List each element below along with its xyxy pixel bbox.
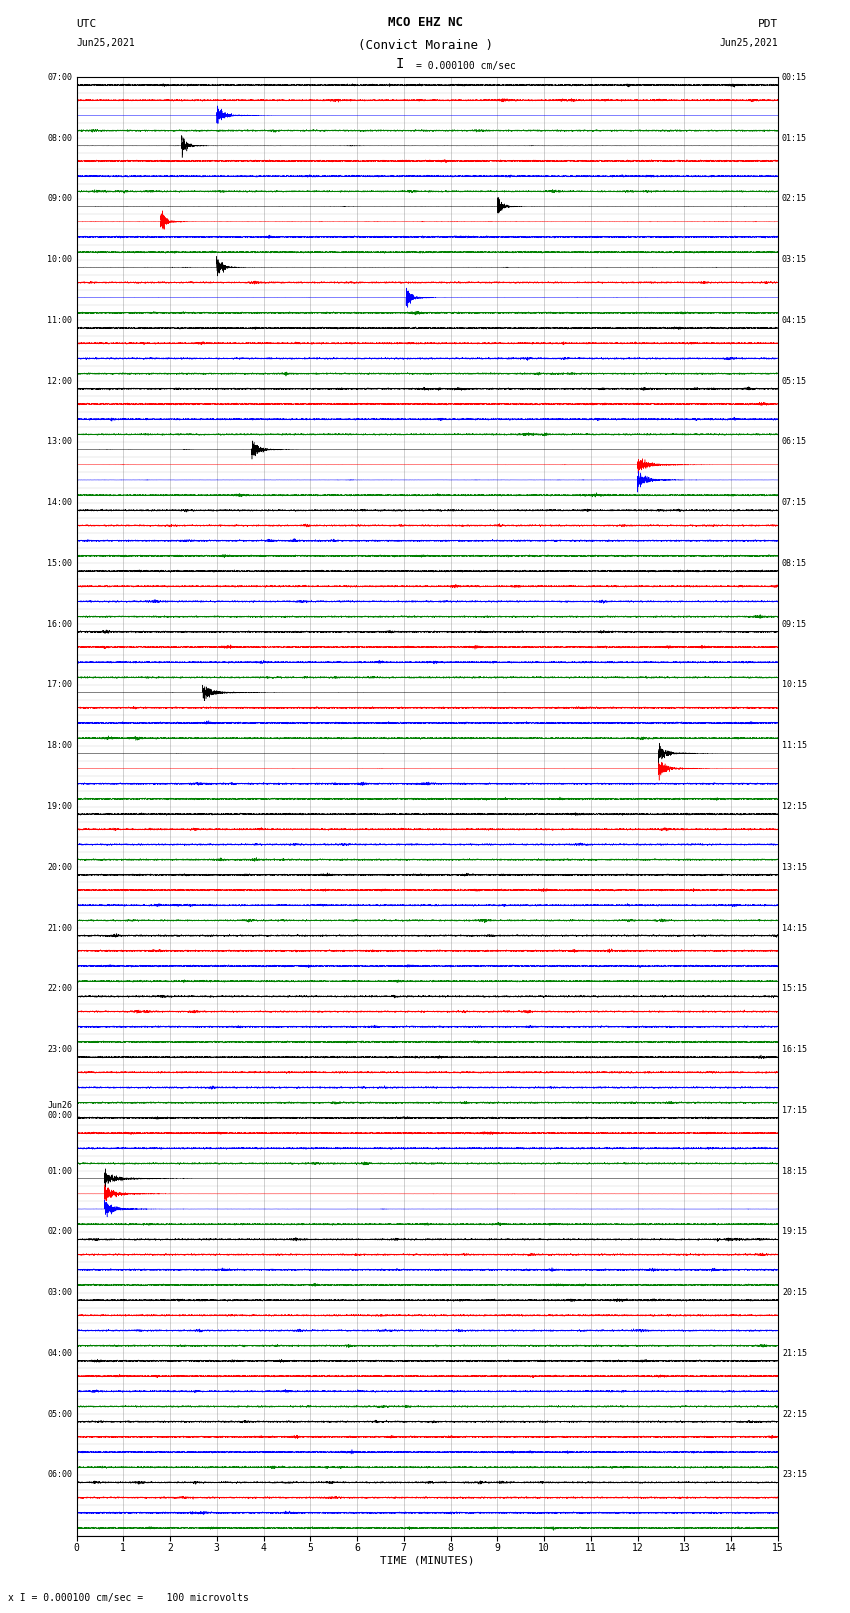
Text: 01:00: 01:00: [48, 1166, 72, 1176]
Text: 09:00: 09:00: [48, 195, 72, 203]
Text: 23:00: 23:00: [48, 1045, 72, 1053]
Text: 06:15: 06:15: [782, 437, 807, 447]
Text: 12:00: 12:00: [48, 377, 72, 386]
Text: 04:15: 04:15: [782, 316, 807, 324]
Text: 22:00: 22:00: [48, 984, 72, 994]
Text: 23:15: 23:15: [782, 1471, 807, 1479]
Text: 01:15: 01:15: [782, 134, 807, 142]
Text: 16:15: 16:15: [782, 1045, 807, 1053]
Text: 17:00: 17:00: [48, 681, 72, 689]
Text: 00:00: 00:00: [48, 1111, 72, 1119]
Text: 05:00: 05:00: [48, 1410, 72, 1418]
Text: 14:15: 14:15: [782, 924, 807, 932]
Text: 11:00: 11:00: [48, 316, 72, 324]
Text: 12:15: 12:15: [782, 802, 807, 811]
Text: 20:15: 20:15: [782, 1289, 807, 1297]
Text: 07:15: 07:15: [782, 498, 807, 506]
Text: x I = 0.000100 cm/sec =    100 microvolts: x I = 0.000100 cm/sec = 100 microvolts: [8, 1594, 249, 1603]
Text: I: I: [395, 56, 404, 71]
Text: = 0.000100 cm/sec: = 0.000100 cm/sec: [416, 61, 516, 71]
Text: 02:15: 02:15: [782, 195, 807, 203]
Text: 05:15: 05:15: [782, 377, 807, 386]
Text: 08:00: 08:00: [48, 134, 72, 142]
Text: 10:15: 10:15: [782, 681, 807, 689]
X-axis label: TIME (MINUTES): TIME (MINUTES): [380, 1557, 474, 1566]
Text: 20:00: 20:00: [48, 863, 72, 871]
Text: 02:00: 02:00: [48, 1227, 72, 1236]
Text: 08:15: 08:15: [782, 560, 807, 568]
Text: 17:15: 17:15: [782, 1107, 807, 1115]
Text: 07:00: 07:00: [48, 73, 72, 82]
Text: UTC: UTC: [76, 19, 97, 29]
Text: 18:00: 18:00: [48, 742, 72, 750]
Text: 15:15: 15:15: [782, 984, 807, 994]
Text: 13:00: 13:00: [48, 437, 72, 447]
Text: 10:00: 10:00: [48, 255, 72, 265]
Text: 00:15: 00:15: [782, 73, 807, 82]
Text: Jun25,2021: Jun25,2021: [76, 39, 135, 48]
Text: 06:00: 06:00: [48, 1471, 72, 1479]
Text: 21:00: 21:00: [48, 924, 72, 932]
Text: 11:15: 11:15: [782, 742, 807, 750]
Text: 21:15: 21:15: [782, 1348, 807, 1358]
Text: 19:15: 19:15: [782, 1227, 807, 1236]
Text: (Convict Moraine ): (Convict Moraine ): [358, 39, 492, 52]
Text: 19:00: 19:00: [48, 802, 72, 811]
Text: 16:00: 16:00: [48, 619, 72, 629]
Text: 15:00: 15:00: [48, 560, 72, 568]
Text: Jun26: Jun26: [48, 1102, 72, 1110]
Text: 22:15: 22:15: [782, 1410, 807, 1418]
Text: 18:15: 18:15: [782, 1166, 807, 1176]
Text: Jun25,2021: Jun25,2021: [719, 39, 778, 48]
Text: 14:00: 14:00: [48, 498, 72, 506]
Text: 03:15: 03:15: [782, 255, 807, 265]
Text: 03:00: 03:00: [48, 1289, 72, 1297]
Text: 09:15: 09:15: [782, 619, 807, 629]
Text: PDT: PDT: [757, 19, 778, 29]
Text: MCO EHZ NC: MCO EHZ NC: [388, 16, 462, 29]
Text: 13:15: 13:15: [782, 863, 807, 871]
Text: 04:00: 04:00: [48, 1348, 72, 1358]
